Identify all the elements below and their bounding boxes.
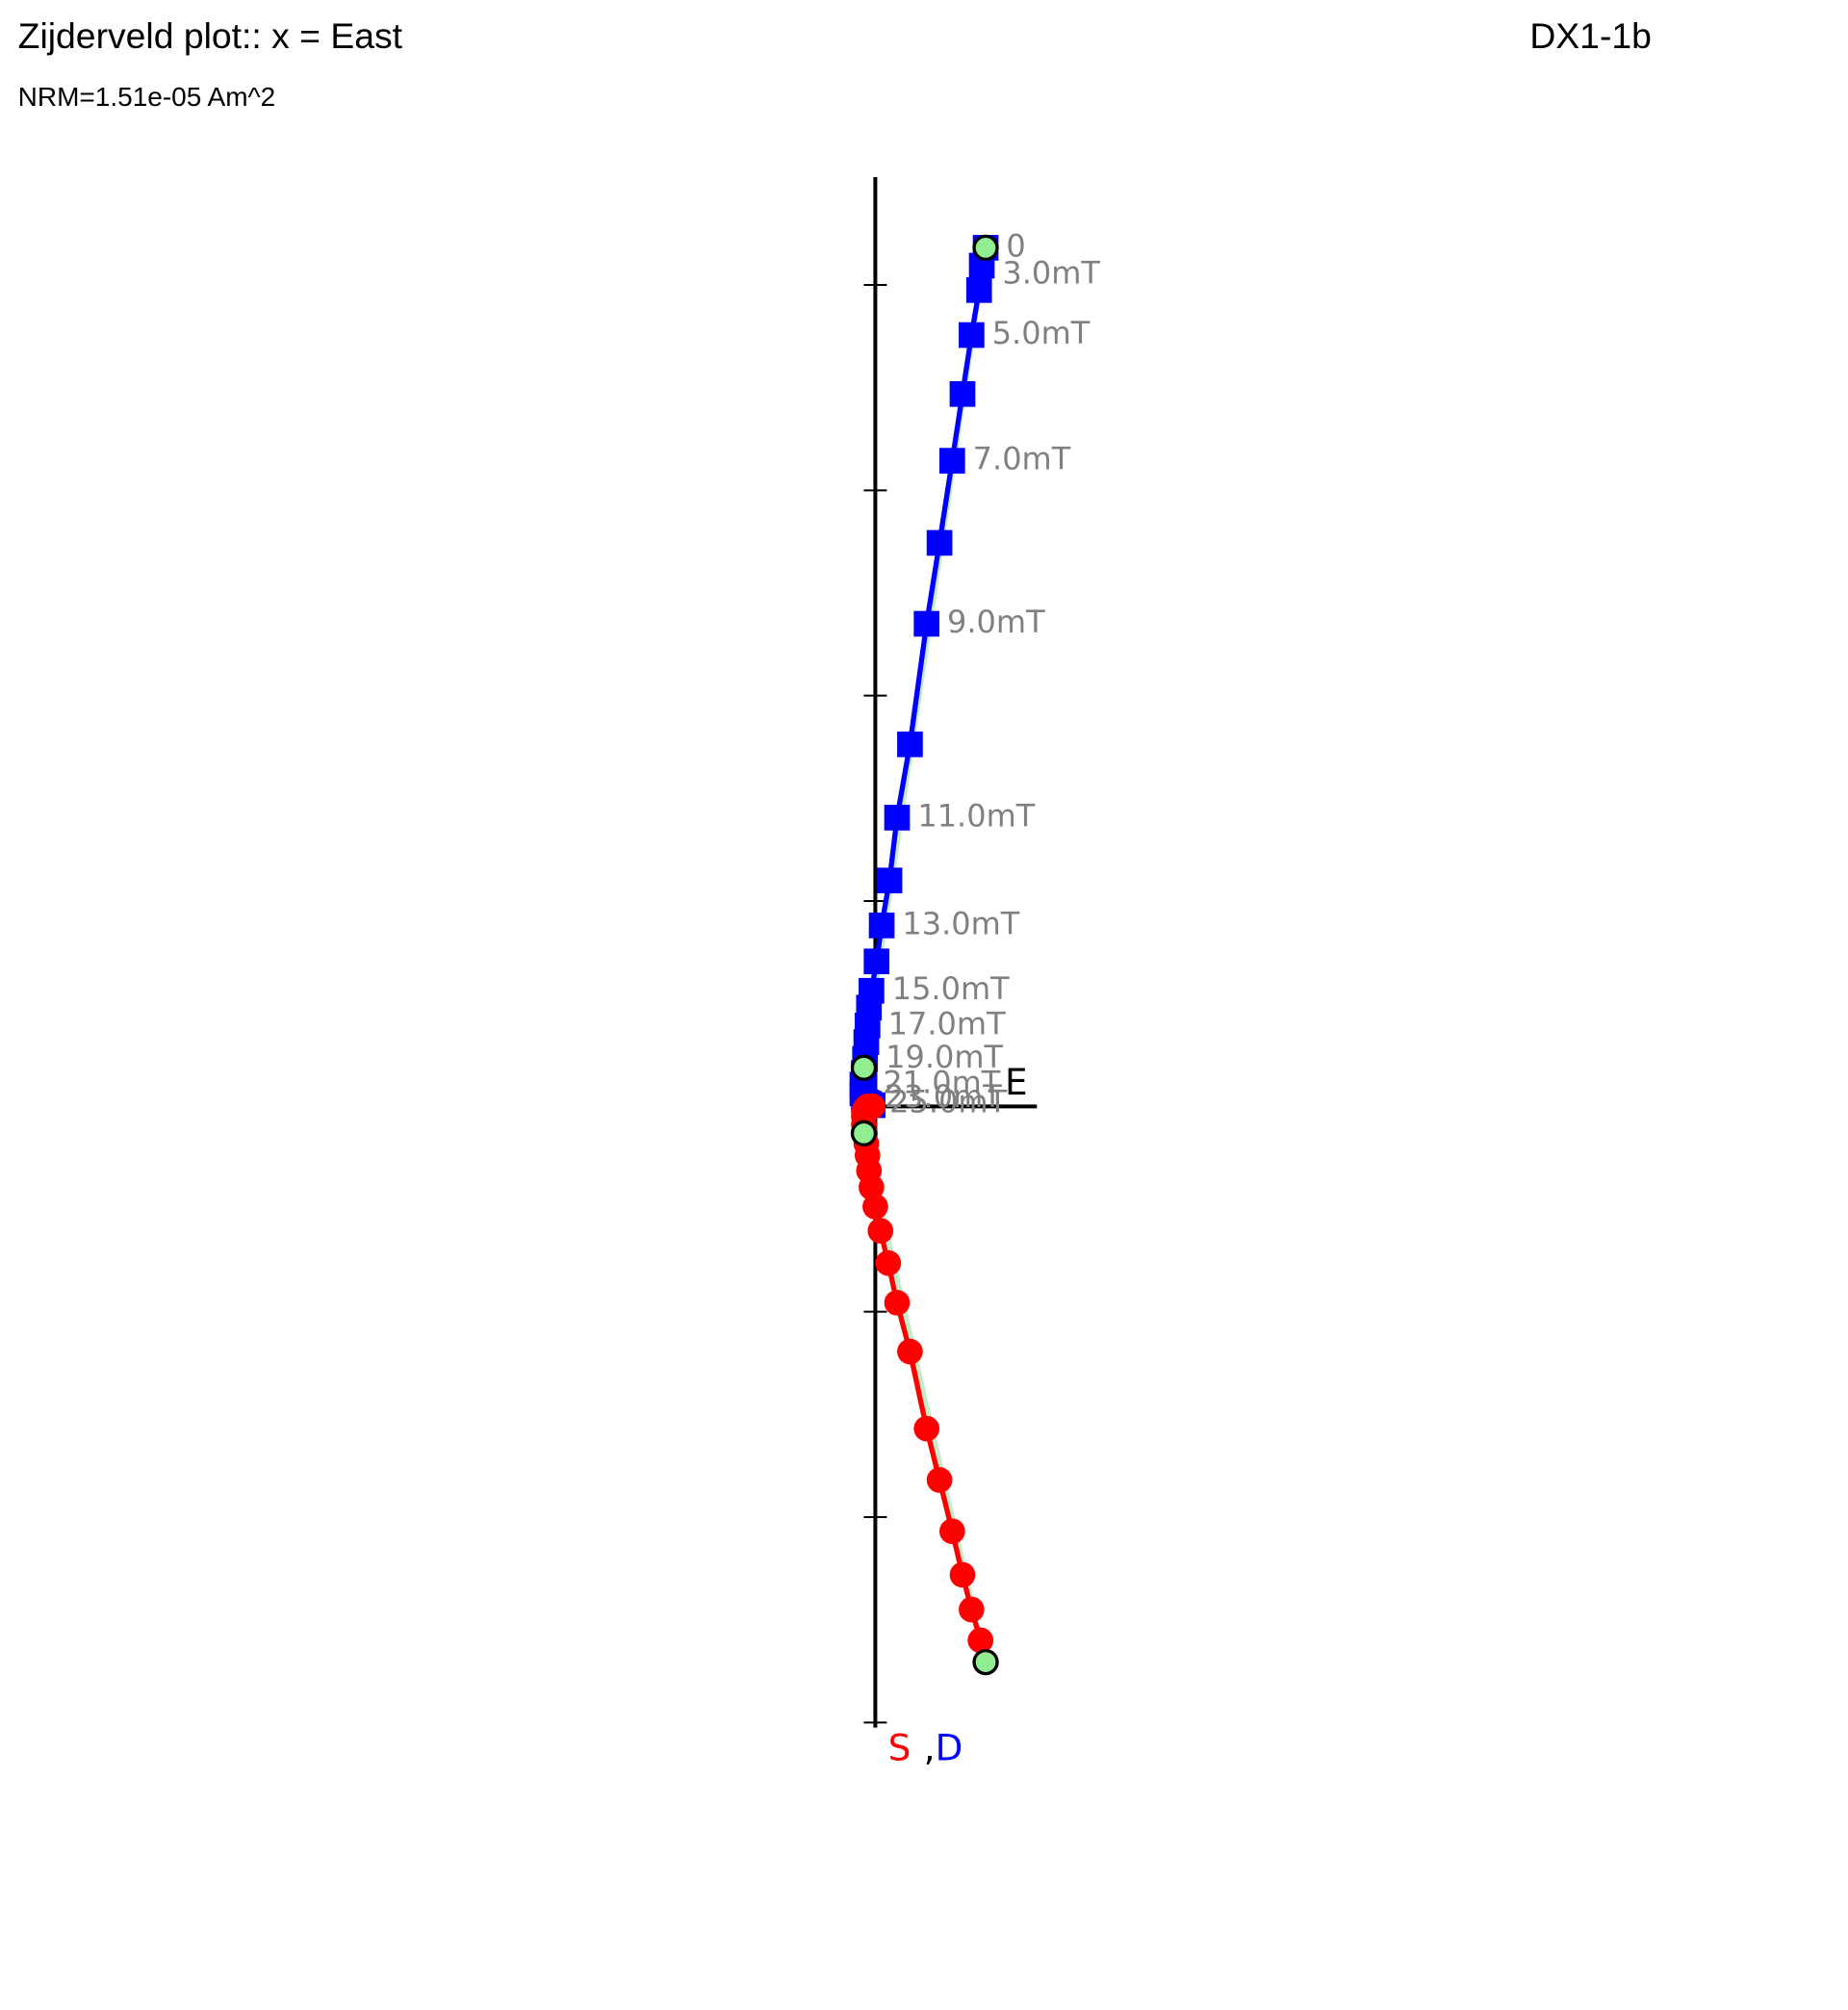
data-point [959,1596,985,1623]
y-axis-label-part: D [936,1726,963,1768]
data-point [876,867,903,893]
data-point [868,913,895,939]
point-label: 25.0mT [889,1084,1007,1121]
fit-point [972,234,999,262]
data-point [959,322,985,348]
point-label: 5.0mT [992,315,1091,351]
data-point [884,1289,911,1316]
data-point [913,1415,940,1442]
point-label: 23.0mT [885,1078,1002,1115]
y-axis-label: S ,D [888,1726,963,1768]
point-label: 0 [1006,227,1025,264]
data-point [862,1194,888,1220]
point-label: 3.0mT [1002,254,1100,291]
x-axis-label: E [1005,1061,1028,1103]
data-point [897,1338,923,1365]
fit-point [850,1120,878,1147]
point-label: 11.0mT [917,797,1035,834]
point-label: 13.0mT [902,905,1019,941]
data-point [938,1518,965,1545]
data-point [863,948,890,975]
data-point [884,805,911,831]
point-label: 21.0mT [883,1065,1000,1101]
data-point [897,731,923,758]
chart-title: Zijderveld plot:: x = East [18,15,403,56]
point-label: 9.0mT [947,604,1045,640]
sample-name: DX1-1b [1529,15,1652,56]
point-label: 19.0mT [886,1039,1003,1075]
point-label: 17.0mT [888,1005,1006,1042]
data-point [867,1218,894,1244]
data-point [965,277,992,303]
data-point [926,529,953,556]
data-point [926,1467,953,1493]
data-point [949,380,976,407]
point-labels: 03.0mT5.0mT7.0mT9.0mT11.0mT13.0mT15.0mT1… [883,227,1100,1120]
y-axis-label-part: , [924,1726,936,1768]
fit-point [850,1054,878,1081]
data-point [860,1094,886,1120]
data-point [949,1561,976,1588]
data-point [875,1250,902,1276]
data-point [913,610,940,637]
data-point [938,448,965,474]
y-axis-label-part: S [888,1726,911,1768]
fit-point [972,1648,999,1676]
point-label: 7.0mT [973,441,1071,477]
markers [849,234,999,1676]
subtitle: NRM=1.51e-05 Am^2 [18,82,276,112]
point-label: 15.0mT [892,970,1010,1007]
data-point [967,1627,994,1654]
